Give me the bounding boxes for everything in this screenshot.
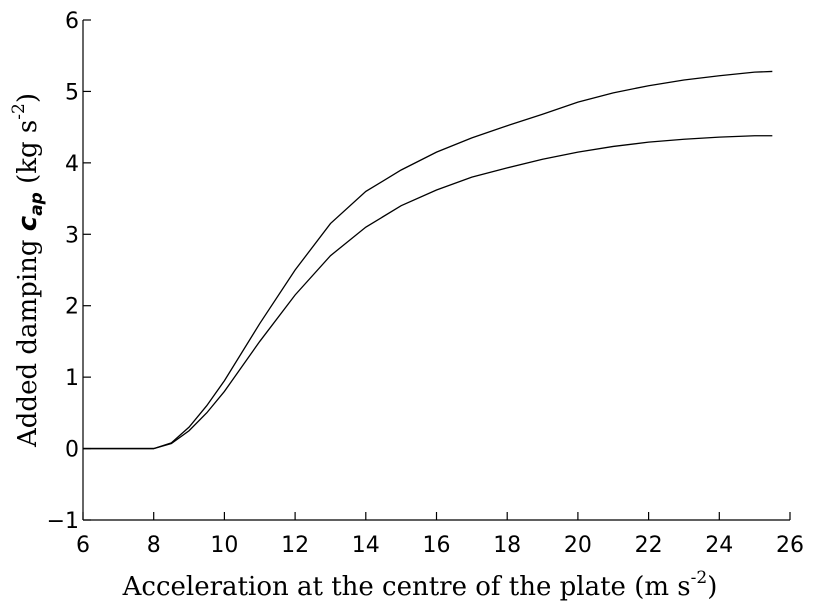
y-label-sub: ap [27,192,47,216]
y-label-text: Added damping [13,231,43,448]
x-tick-label: 24 [705,533,733,558]
x-tick-label: 8 [147,533,161,558]
y-tick-label: 4 [65,152,79,177]
x-tick-label: 18 [493,533,521,558]
x-tick-label: 16 [423,533,451,558]
y-tick-label: 3 [65,223,79,248]
y-tick-label: 5 [65,80,79,105]
data-line [83,70,773,450]
y-axis-label: Added damping cap (kg s-2) [9,93,47,448]
x-tick-label: 10 [210,533,238,558]
x-label-sup: -2 [691,568,708,588]
y-tick-label: 2 [65,295,79,320]
x-tick-label: 14 [352,533,380,558]
y-label-close: ) [13,93,43,103]
y-tick-label: −1 [47,509,79,534]
x-tick-label: 6 [76,533,90,558]
y-label-unit: (kg s [13,120,43,192]
y-tick-label: 6 [65,9,79,34]
x-tick-label: 26 [776,533,804,558]
y-label-sup: -2 [9,103,29,120]
x-axis-label: Acceleration at the centre of the plate … [122,568,718,602]
x-tick-label: 12 [281,533,309,558]
x-label-close: ) [707,572,717,602]
y-tick-label: 0 [65,438,79,463]
x-label-text: Acceleration at the centre of the plate … [122,572,691,602]
y-label-symbol: c [13,215,43,231]
y-tick-label: 1 [65,366,79,391]
x-tick-label: 20 [564,533,592,558]
data-line [83,135,773,450]
x-tick-label: 22 [635,533,663,558]
